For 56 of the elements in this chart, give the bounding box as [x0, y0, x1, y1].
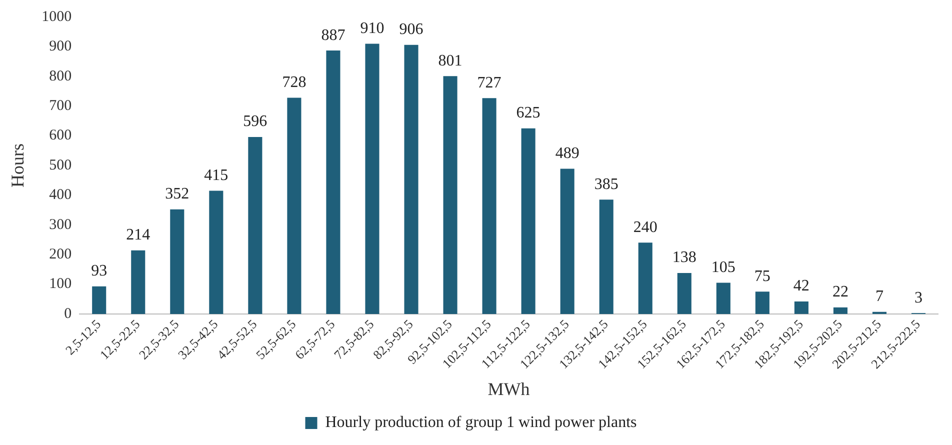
bar — [287, 98, 302, 314]
legend-label: Hourly production of group 1 wind power plants — [325, 414, 637, 432]
bar — [599, 200, 614, 314]
data-label: 138 — [672, 249, 696, 266]
bar — [443, 76, 458, 314]
y-tick-label: 600 — [49, 128, 72, 144]
data-label: 625 — [516, 104, 540, 122]
y-tick-label: 400 — [49, 187, 72, 204]
data-label: 906 — [399, 21, 424, 38]
bar — [92, 286, 106, 314]
bar — [326, 50, 340, 314]
y-tick-label: 500 — [49, 157, 72, 174]
bar — [131, 250, 146, 314]
data-label: 240 — [633, 218, 658, 236]
bar — [677, 272, 692, 314]
bar — [716, 282, 730, 314]
bar — [521, 128, 536, 314]
x-axis-title: MWh — [488, 378, 530, 399]
data-label: 727 — [477, 74, 502, 92]
data-label: 42 — [793, 278, 810, 295]
data-label: 489 — [555, 144, 580, 162]
bar — [833, 307, 848, 314]
y-tick-label: 700 — [49, 98, 72, 114]
data-label: 596 — [243, 113, 268, 130]
y-tick-label: 200 — [49, 246, 72, 262]
bar — [755, 292, 770, 314]
data-label: 385 — [594, 176, 618, 193]
bar — [560, 168, 574, 314]
y-tick-label: 100 — [49, 276, 72, 292]
bar — [794, 301, 808, 314]
data-label: 7 — [875, 288, 884, 306]
data-label: 75 — [754, 268, 770, 285]
bar — [209, 190, 224, 314]
bar — [248, 136, 262, 314]
bar — [170, 209, 184, 314]
data-label: 910 — [360, 20, 384, 37]
y-tick-label: 800 — [49, 68, 72, 84]
data-label: 105 — [711, 258, 736, 276]
data-label: 887 — [321, 26, 346, 44]
data-label: 3 — [914, 289, 922, 306]
y-tick-label: 1000 — [42, 8, 72, 25]
data-label: 415 — [204, 166, 228, 184]
y-tick-label: 900 — [49, 38, 72, 55]
bar — [482, 98, 496, 314]
data-label: 22 — [832, 284, 848, 301]
bar — [365, 44, 380, 314]
bar — [638, 242, 652, 314]
y-tick-label: 300 — [49, 216, 72, 233]
bar — [404, 44, 418, 314]
data-label: 214 — [126, 226, 150, 244]
y-axis-title: Hours — [8, 143, 28, 188]
data-label: 728 — [282, 74, 306, 91]
data-label: 93 — [91, 262, 108, 280]
data-label: 801 — [438, 52, 462, 70]
data-label: 352 — [165, 186, 190, 203]
y-tick-label: 0 — [64, 306, 72, 322]
